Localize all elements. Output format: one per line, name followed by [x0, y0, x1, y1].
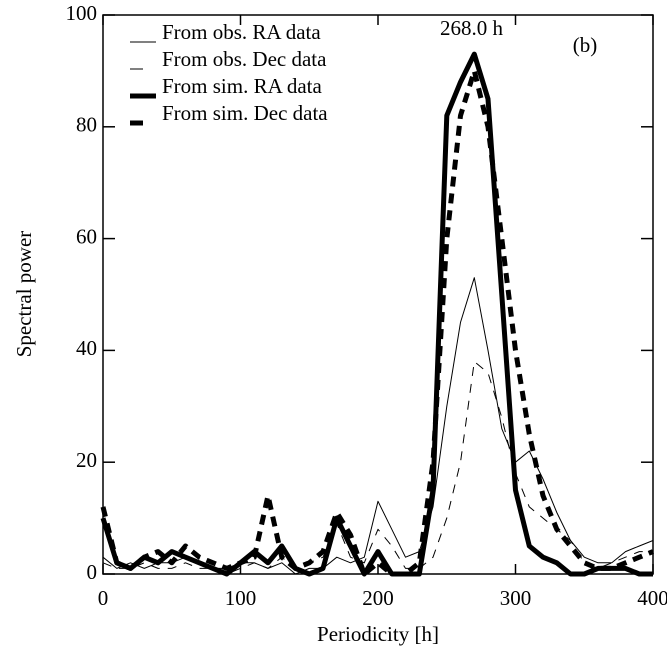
- x-tick-label: 100: [225, 586, 257, 610]
- data-line: [100, 51, 653, 577]
- legend-label: From obs. Dec data: [162, 47, 327, 71]
- y-tick-label: 100: [66, 1, 98, 25]
- y-tick-label: 0: [87, 560, 98, 584]
- x-tick-label: 200: [362, 586, 394, 610]
- y-tick-label: 80: [76, 113, 97, 137]
- y-axis-label: Spectral power: [12, 231, 36, 358]
- y-tick-label: 20: [76, 448, 97, 472]
- x-tick-label: 400: [637, 586, 667, 610]
- data-line: [100, 68, 654, 577]
- legend-label: From sim. RA data: [162, 74, 323, 98]
- y-tick-label: 40: [76, 336, 97, 360]
- legend-label: From sim. Dec data: [162, 101, 328, 125]
- panel-label: (b): [573, 33, 598, 57]
- plot-frame: [102, 14, 654, 575]
- annotation: 268.0 h: [440, 16, 504, 40]
- x-axis-label: Periodicity [h]: [317, 622, 439, 646]
- x-tick-label: 0: [98, 586, 109, 610]
- legend-label: From obs. RA data: [162, 20, 321, 44]
- x-tick-label: 300: [500, 586, 532, 610]
- data-line: [102, 361, 653, 575]
- y-tick-label: 60: [76, 224, 97, 248]
